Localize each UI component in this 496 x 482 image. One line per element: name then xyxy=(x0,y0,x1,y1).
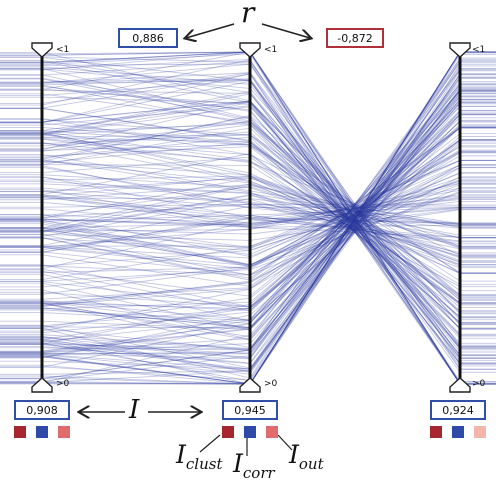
clust-swatch-axis-2 xyxy=(222,426,234,438)
axis-3-bottom-handle[interactable] xyxy=(449,377,471,393)
axis-score-box-3: 0,924 xyxy=(430,400,486,420)
r-arrow-right xyxy=(261,23,310,38)
i-corr-label: Icorr xyxy=(233,449,275,482)
polyline-layer xyxy=(0,51,496,385)
corr-swatch-axis-2 xyxy=(244,426,256,438)
i-symbol: I xyxy=(129,395,140,425)
r-arrow-left xyxy=(186,23,235,38)
polyline xyxy=(0,52,496,365)
axis-3-bottom-marker: >0 xyxy=(472,379,486,389)
corr-swatch-axis-1 xyxy=(36,426,48,438)
axis-2-top-marker: <1 xyxy=(264,45,278,55)
i-out-label: Iout xyxy=(289,440,324,473)
i-clust-label: Iclust xyxy=(176,440,223,473)
axis-1-top-marker: <1 xyxy=(56,45,70,55)
axis-3-top-marker: <1 xyxy=(472,45,486,55)
out-swatch-axis-1 xyxy=(58,426,70,438)
annotation-arrows xyxy=(80,23,310,456)
axis-1-top-handle[interactable] xyxy=(31,42,53,58)
polyline xyxy=(0,93,496,373)
polyline xyxy=(0,149,496,270)
clust-swatch-axis-1 xyxy=(14,426,26,438)
axis-score-box-1: 0,908 xyxy=(14,400,70,420)
i-out-pointer xyxy=(277,434,293,451)
correlation-box-2-3: -0,872 xyxy=(326,28,384,48)
axis-1-bottom-handle[interactable] xyxy=(31,377,53,393)
axis-2-bottom-handle[interactable] xyxy=(239,377,261,393)
clust-swatch-axis-3 xyxy=(430,426,442,438)
out-swatch-axis-2 xyxy=(266,426,278,438)
corr-swatch-axis-3 xyxy=(452,426,464,438)
i-clust-pointer xyxy=(199,434,221,453)
axis-1-bottom-marker: >0 xyxy=(56,379,70,389)
correlation-box-1-2: 0,886 xyxy=(118,28,178,48)
out-swatch-axis-3 xyxy=(474,426,486,438)
r-symbol: r xyxy=(241,0,255,29)
axis-layer xyxy=(31,42,471,393)
axis-2-top-handle[interactable] xyxy=(239,42,261,58)
axis-2-bottom-marker: >0 xyxy=(264,379,278,389)
axis-3-top-handle[interactable] xyxy=(449,42,471,58)
axis-score-box-2: 0,945 xyxy=(222,400,278,420)
